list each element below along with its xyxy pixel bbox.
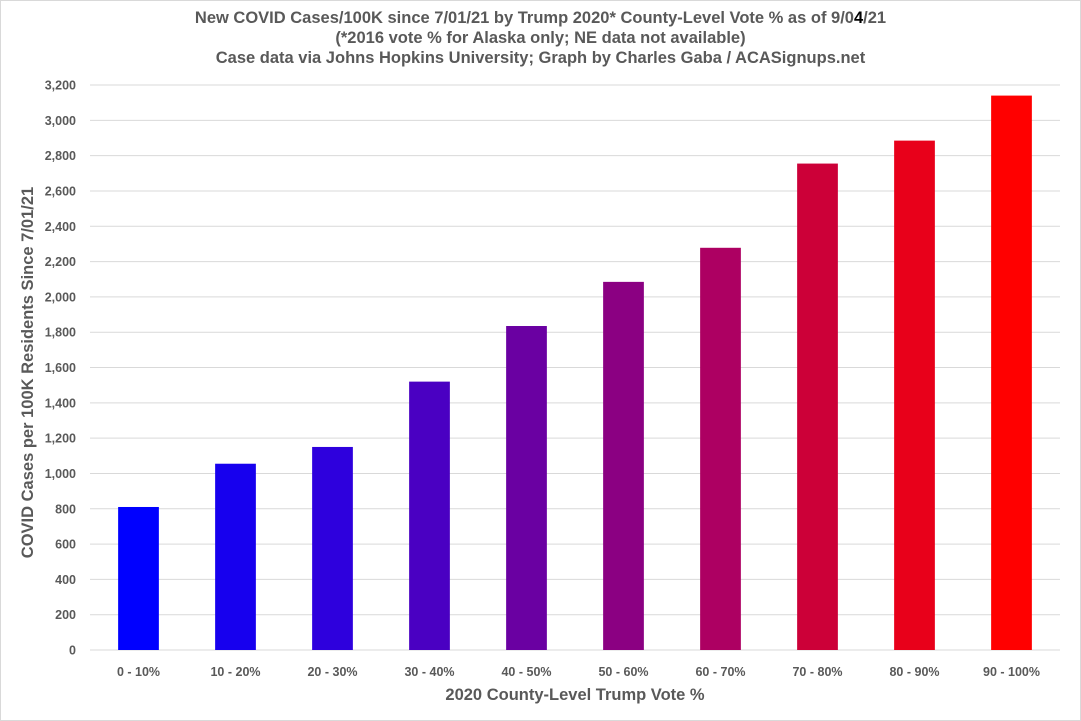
x-tick-label: 10 - 20% xyxy=(210,665,260,679)
y-tick-label: 1,600 xyxy=(45,361,76,375)
y-tick-label: 0 xyxy=(69,644,76,658)
bars xyxy=(118,95,1032,650)
x-tick-label: 90 - 100% xyxy=(983,665,1040,679)
y-tick-label: 2,600 xyxy=(45,184,76,198)
x-tick-label: 60 - 70% xyxy=(695,665,745,679)
y-tick-label: 800 xyxy=(55,502,76,516)
x-tick-label: 50 - 60% xyxy=(598,665,648,679)
bar-10 xyxy=(991,95,1032,650)
x-axis-title: 2020 County-Level Trump Vote % xyxy=(445,686,705,704)
bar-9 xyxy=(894,140,935,650)
bar-6 xyxy=(603,281,644,650)
bar-1 xyxy=(118,506,159,650)
bar-7 xyxy=(700,247,741,650)
y-tick-label: 2,400 xyxy=(45,220,76,234)
x-tick-label: 20 - 30% xyxy=(307,665,357,679)
y-tick-label: 400 xyxy=(55,573,76,587)
y-tick-label: 1,200 xyxy=(45,432,76,446)
y-tick-label: 3,000 xyxy=(45,114,76,128)
title-line-3: Case data via Johns Hopkins University; … xyxy=(215,49,866,67)
x-tick-label: 0 - 10% xyxy=(117,665,160,679)
x-tick-label: 40 - 50% xyxy=(501,665,551,679)
title-line-1: New COVID Cases/100K since 7/01/21 by Tr… xyxy=(194,9,887,27)
y-tick-label: 1,400 xyxy=(45,396,76,410)
y-tick-label: 200 xyxy=(55,608,76,622)
bar-3 xyxy=(312,446,353,650)
x-axis-ticks: 0 - 10% 10 - 20% 20 - 30% 30 - 40% 40 - 50% 5… xyxy=(117,665,1040,679)
y-tick-label: 600 xyxy=(55,538,76,552)
y-tick-label: 1,000 xyxy=(45,467,76,481)
x-tick-label: 80 - 90% xyxy=(889,665,939,679)
y-axis-ticks: 0 200 400 600 800 1,000 1,200 1,400 1,600 1,800 2,… xyxy=(45,79,76,658)
bar-5 xyxy=(506,326,547,650)
x-tick-label: 70 - 80% xyxy=(792,665,842,679)
y-tick-label: 2,200 xyxy=(45,255,76,269)
y-tick-label: 3,200 xyxy=(45,79,76,93)
chart-title: New COVID Cases/100K since 7/01/21 by Tr… xyxy=(0,8,1081,68)
y-tick-label: 2,000 xyxy=(45,290,76,304)
y-axis-title: COVID Cases per 100K Residents Since 7/0… xyxy=(19,187,37,558)
bar-2 xyxy=(215,463,256,650)
title-line-2: (*2016 vote % for Alaska only; NE data n… xyxy=(335,29,746,47)
x-tick-label: 30 - 40% xyxy=(404,665,454,679)
y-tick-label: 1,800 xyxy=(45,326,76,340)
bar-4 xyxy=(409,381,450,650)
bar-8 xyxy=(797,163,838,650)
y-tick-label: 2,800 xyxy=(45,149,76,163)
